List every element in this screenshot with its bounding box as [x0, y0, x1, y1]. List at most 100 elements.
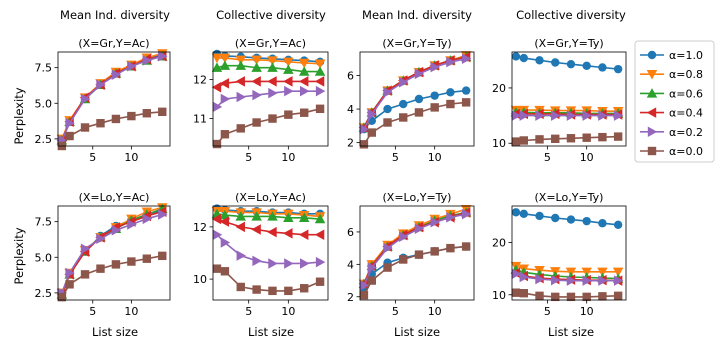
subplot-5: (X=Lo,Y=Ac) 5 10 2.5 5.0 7.5 — [35, 191, 171, 318]
data-point — [283, 212, 294, 222]
data-point — [535, 110, 545, 121]
data-point — [283, 228, 293, 239]
data-point — [461, 98, 471, 107]
data-point — [613, 291, 623, 301]
series-α=0.2 — [359, 53, 472, 135]
x-tick-label: 10 — [428, 151, 442, 164]
data-point — [566, 59, 576, 69]
data-point — [612, 267, 624, 278]
data-point — [212, 101, 223, 113]
data-point — [613, 110, 624, 121]
data-point — [551, 110, 561, 121]
data-point — [399, 113, 408, 122]
series-α=0.2 — [212, 229, 326, 269]
data-point — [383, 118, 392, 127]
column-header-4: Collective diversity — [516, 8, 626, 22]
data-point — [219, 60, 231, 70]
data-point — [315, 277, 325, 286]
data-point — [236, 124, 245, 133]
data-point — [65, 117, 75, 129]
data-point — [566, 134, 576, 143]
data-point — [535, 291, 544, 301]
data-point — [267, 56, 278, 66]
data-point — [235, 55, 247, 66]
data-point — [519, 271, 530, 283]
data-point — [367, 262, 378, 273]
data-point — [65, 131, 74, 141]
data-point — [598, 292, 607, 301]
data-point — [399, 255, 408, 264]
data-point — [551, 274, 561, 286]
subplot-title: (X=Lo,Y=Ac) — [79, 191, 150, 204]
plot-frame — [212, 51, 329, 147]
data-point — [598, 132, 607, 142]
data-point — [598, 219, 607, 228]
legend-marker — [647, 146, 657, 156]
legend-entry: α=0.6 — [640, 87, 703, 100]
data-point — [519, 209, 528, 219]
data-point — [598, 275, 608, 286]
data-point — [283, 64, 294, 74]
data-point — [267, 76, 277, 87]
data-point — [251, 76, 261, 87]
data-point — [142, 55, 153, 66]
data-point — [236, 250, 247, 261]
series-α=0.0 — [212, 264, 325, 296]
series-α=0.2 — [511, 268, 624, 286]
x-tick-label: 5 — [392, 305, 399, 318]
data-point — [96, 233, 106, 245]
data-point — [235, 60, 247, 70]
series-α=0.0 — [511, 288, 623, 302]
data-point — [219, 216, 230, 227]
series-α=0.6 — [211, 60, 326, 76]
data-point — [519, 136, 528, 145]
data-point — [96, 119, 105, 128]
y-tick-label: 11 — [193, 113, 207, 126]
data-point — [252, 285, 261, 294]
data-point — [158, 251, 167, 261]
data-point — [446, 88, 455, 97]
series-α=0.0 — [212, 104, 325, 149]
plot-frame — [57, 205, 171, 301]
data-point — [219, 53, 231, 64]
data-point — [300, 284, 309, 293]
series-α=1.0 — [511, 52, 623, 74]
legend-label: α=1.0 — [669, 49, 703, 62]
data-point — [315, 85, 326, 97]
x-tick-label: 10 — [124, 305, 138, 318]
data-point — [300, 258, 310, 269]
y-tick-label: 10 — [492, 289, 506, 302]
data-point — [284, 110, 293, 119]
data-point — [219, 78, 230, 89]
subplot-7: (X=Lo,Y=Ty) 5 10 2 4 6 — [347, 191, 475, 318]
legend-marker — [646, 88, 658, 98]
data-point — [613, 64, 623, 74]
data-point — [211, 53, 223, 64]
data-point — [65, 267, 75, 279]
y-tick-label: 5.0 — [35, 97, 53, 110]
data-point — [65, 280, 74, 289]
subplot-title: (X=Lo,Y=Ty) — [535, 191, 604, 204]
data-point — [359, 280, 370, 291]
data-point — [300, 108, 309, 117]
data-point — [383, 242, 393, 254]
legend-marker — [647, 50, 657, 60]
data-point — [430, 216, 440, 228]
data-point — [212, 264, 222, 273]
plot-frame — [212, 205, 329, 301]
data-point — [414, 223, 425, 234]
data-point — [220, 237, 231, 248]
data-point — [212, 139, 222, 149]
data-point — [80, 93, 91, 105]
data-point — [298, 58, 310, 69]
data-point — [511, 268, 522, 280]
subplot-title: (X=Lo,Y=Ty) — [383, 191, 452, 204]
data-point — [519, 289, 528, 298]
data-point — [367, 108, 378, 120]
data-point — [535, 273, 545, 285]
data-point — [461, 208, 472, 220]
data-point — [268, 114, 277, 123]
data-point — [582, 110, 592, 121]
data-point — [267, 226, 277, 238]
data-point — [252, 89, 262, 101]
